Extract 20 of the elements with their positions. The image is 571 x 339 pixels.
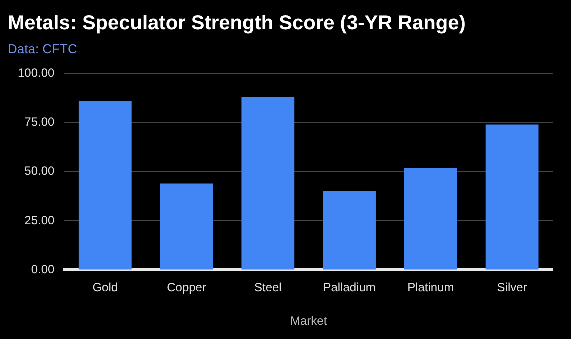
bar	[242, 97, 295, 270]
x-tick-label: Silver	[497, 280, 528, 295]
bar	[404, 168, 458, 270]
y-tick-label: 25.00	[24, 213, 56, 228]
y-tick-label: 75.00	[24, 115, 56, 130]
y-tick-label: 100.00	[18, 66, 56, 80]
bar	[486, 124, 539, 270]
x-tick-label: Palladium	[323, 280, 376, 295]
y-tick-label: 50.00	[24, 164, 56, 178]
chart-title: Metals: Speculator Strength Score (3-YR Range)	[8, 12, 466, 35]
y-tick-label: 0.00	[31, 262, 56, 277]
x-tick-label: Steel	[254, 280, 282, 295]
bar	[78, 101, 132, 270]
x-tick-label: Gold	[92, 280, 118, 295]
bar	[323, 192, 376, 270]
chart-subtitle: Data: CFTC	[8, 41, 78, 56]
x-tick-label: Platinum	[408, 280, 454, 295]
bar	[160, 184, 214, 270]
x-axis-title: Market	[290, 314, 328, 328]
x-tick-label: Copper	[167, 280, 206, 295]
